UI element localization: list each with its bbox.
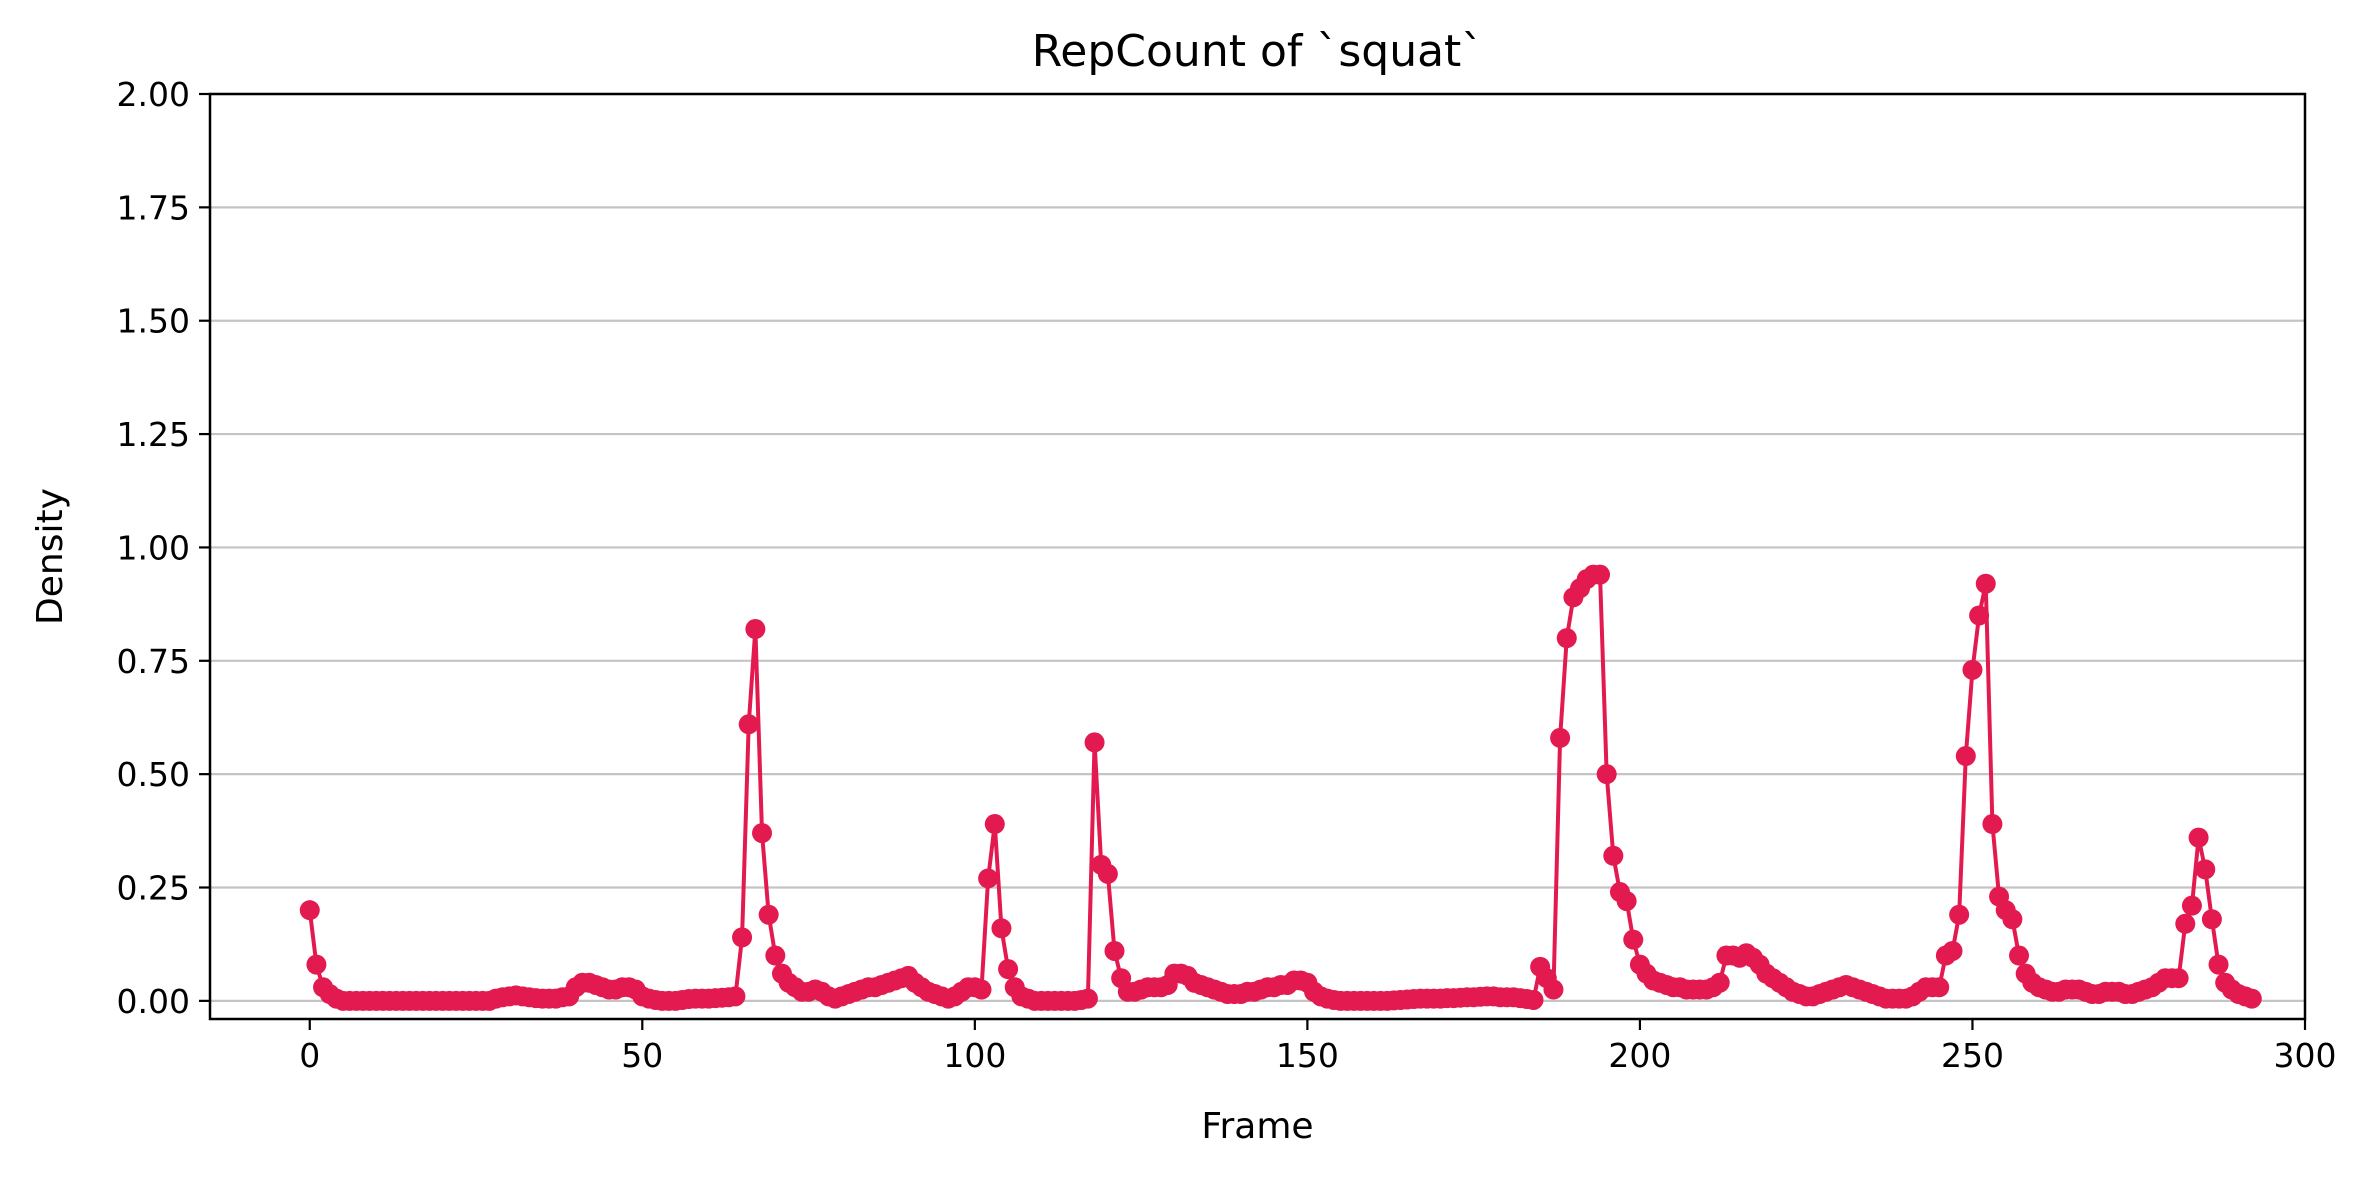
- series-line: [307, 572, 2253, 1003]
- data-point: [1596, 764, 1617, 785]
- data-point: [2175, 913, 2196, 934]
- data-point: [1543, 979, 1564, 1000]
- data-point: [738, 714, 759, 735]
- chart-title: RepCount of `squat`: [1032, 26, 1484, 77]
- x-tick-label: 0: [299, 1036, 320, 1075]
- data-point: [765, 945, 786, 966]
- data-point: [2168, 968, 2189, 989]
- y-tick-label: 2.00: [117, 75, 190, 114]
- y-axis-label: Density: [30, 488, 71, 625]
- data-point: [1550, 727, 1571, 748]
- data-point: [998, 959, 1019, 980]
- y-tick-label: 1.25: [117, 415, 190, 454]
- data-point: [1616, 891, 1637, 912]
- series-line-layer: [307, 572, 2253, 1003]
- data-point: [752, 823, 773, 844]
- data-point: [306, 954, 327, 975]
- x-tick-label: 150: [1276, 1036, 1339, 1075]
- data-point: [2208, 954, 2229, 975]
- data-point: [1077, 988, 1098, 1009]
- x-tick-label: 100: [943, 1036, 1006, 1075]
- data-point: [745, 619, 766, 640]
- data-point: [1942, 940, 1963, 961]
- data-point: [1975, 573, 1996, 594]
- data-point: [1523, 989, 1544, 1010]
- x-tick-label: 300: [2274, 1036, 2337, 1075]
- data-point: [1929, 977, 1950, 998]
- data-point: [2195, 859, 2216, 880]
- data-point: [1104, 940, 1125, 961]
- data-point: [1603, 845, 1624, 866]
- data-point: [991, 918, 1012, 939]
- data-point: [1590, 564, 1611, 585]
- data-point: [1556, 628, 1577, 649]
- data-point: [2181, 895, 2202, 916]
- x-tick-label: 200: [1608, 1036, 1671, 1075]
- x-tick-label: 50: [621, 1036, 663, 1075]
- y-tick-label: 0.50: [117, 755, 190, 794]
- data-point: [971, 979, 992, 1000]
- x-axis-ticks: 0 50 100 150 200 250 300: [299, 1019, 2337, 1075]
- y-tick-label: 0.25: [117, 869, 190, 908]
- data-point: [2002, 909, 2023, 930]
- y-tick-label: 0.00: [117, 982, 190, 1021]
- data-point: [299, 900, 320, 921]
- data-point: [2241, 988, 2262, 1009]
- y-tick-label: 0.75: [117, 642, 190, 681]
- data-point: [2009, 945, 2030, 966]
- data-point: [725, 986, 746, 1007]
- data-point: [1097, 863, 1118, 884]
- data-point: [978, 868, 999, 889]
- data-point: [1084, 732, 1105, 753]
- plot-area-frame: [208, 92, 2307, 1021]
- series-markers: [299, 564, 2262, 1011]
- data-point: [732, 927, 753, 948]
- data-point: [2188, 827, 2209, 848]
- data-point: [1955, 746, 1976, 767]
- data-point: [1982, 814, 2003, 835]
- y-tick-label: 1.50: [117, 302, 190, 341]
- data-point: [758, 904, 779, 925]
- data-point: [1709, 972, 1730, 993]
- grid-lines: [210, 92, 2305, 1002]
- data-point: [1969, 605, 1990, 626]
- data-point: [1623, 929, 1644, 950]
- x-tick-label: 250: [1941, 1036, 2004, 1075]
- data-point: [984, 814, 1005, 835]
- x-axis-label: Frame: [1201, 1106, 1313, 1147]
- y-axis-ticks: 0.00 0.25 0.50 0.75 1.00 1.25 1.50 1.75 2.00: [117, 75, 210, 1021]
- data-point: [1962, 659, 1983, 680]
- data-point: [2201, 909, 2222, 930]
- y-tick-label: 1.00: [117, 528, 190, 567]
- y-tick-label: 1.75: [117, 188, 190, 227]
- data-point: [1949, 904, 1970, 925]
